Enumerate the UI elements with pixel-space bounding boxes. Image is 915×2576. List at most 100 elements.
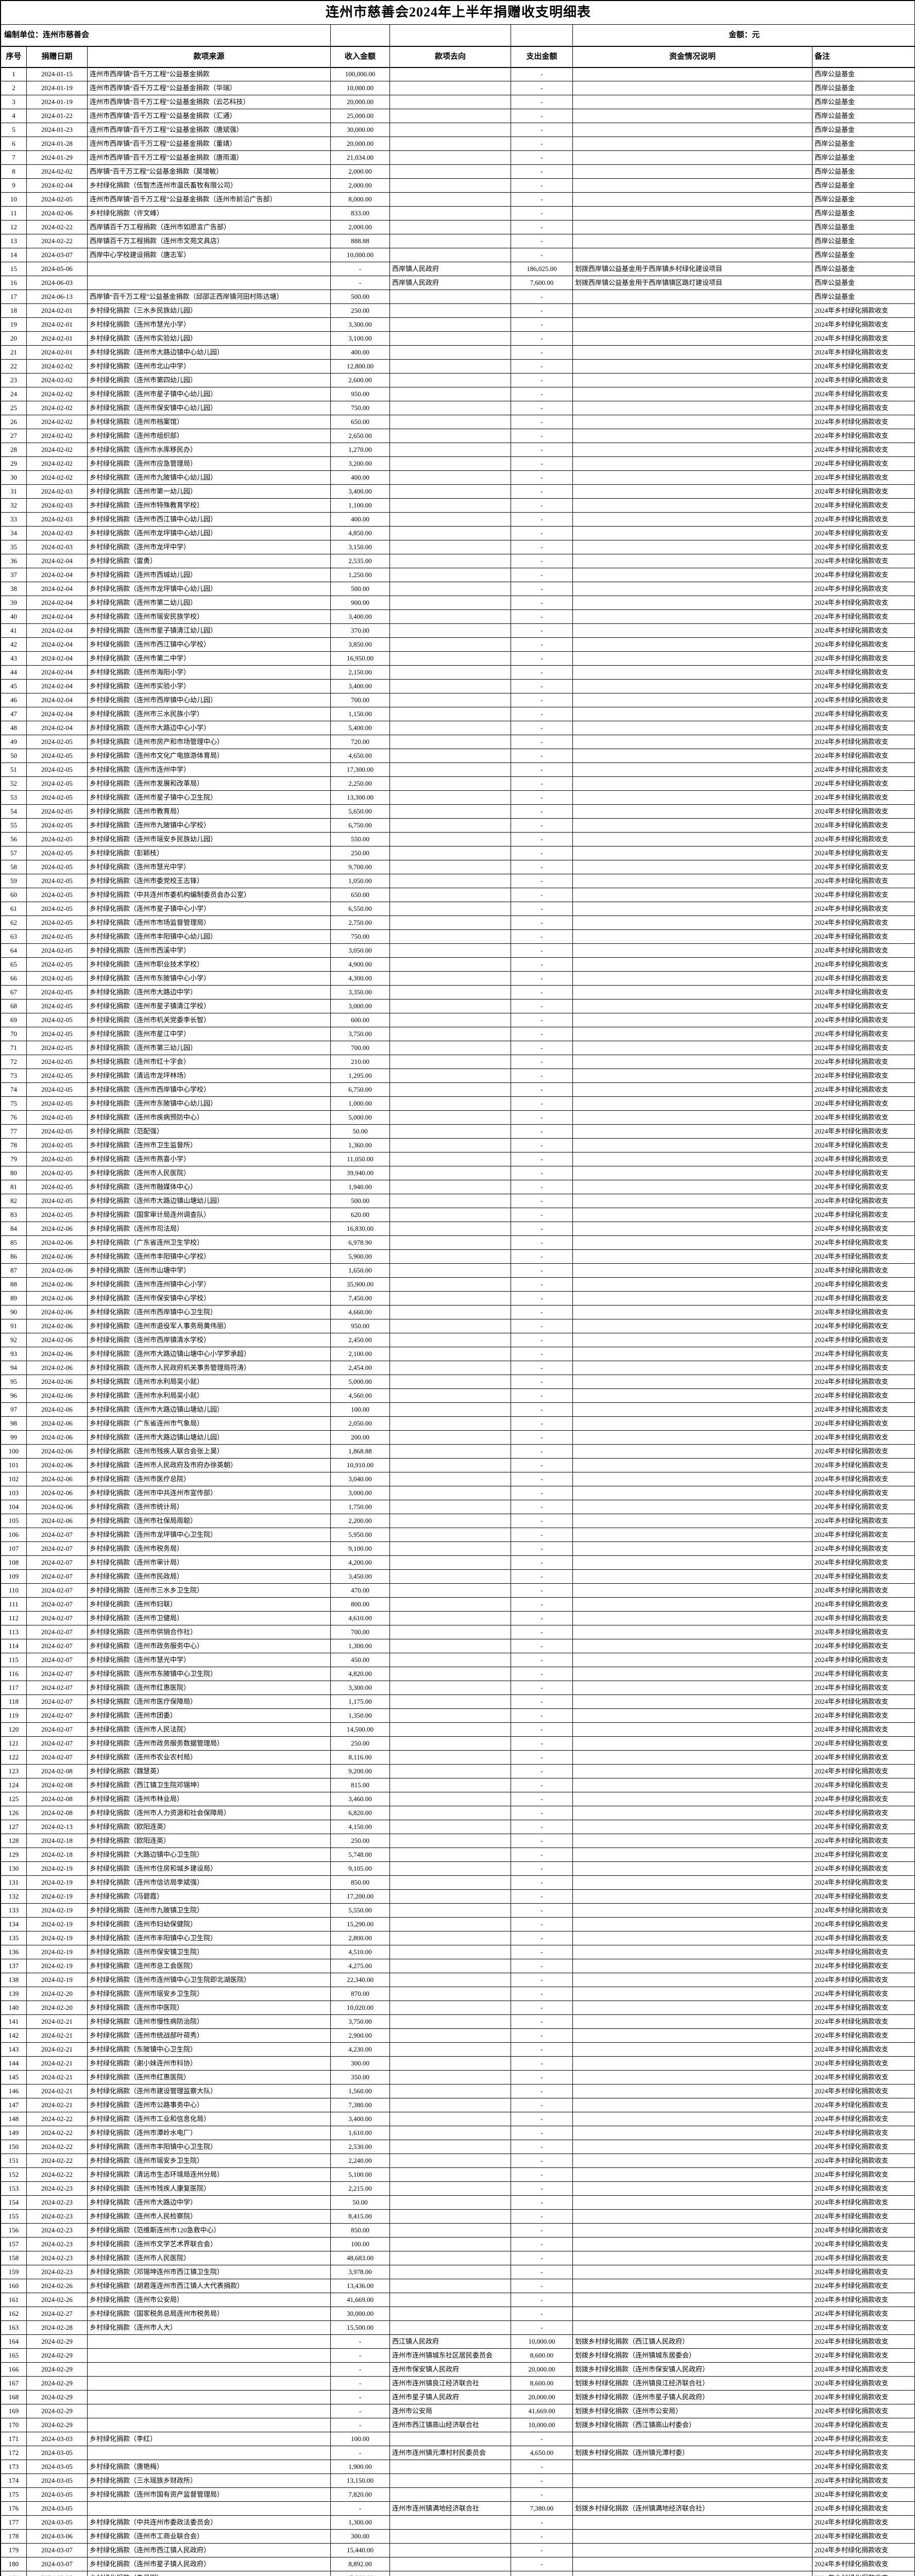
- cell-source: [87, 2404, 331, 2418]
- cell-income: 300.00: [330, 2056, 390, 2071]
- cell-date: 2024-02-29: [26, 2418, 88, 2432]
- cell-serial: 108: [1, 1555, 27, 1570]
- cell-serial: 85: [1, 1235, 27, 1250]
- cell-remark: 2024年乡村绿化捐款收支: [811, 2501, 915, 2516]
- cell-serial: 61: [1, 902, 27, 916]
- cell-serial: 55: [1, 818, 27, 833]
- cell-expense: -: [511, 1305, 573, 1319]
- cell-serial: 36: [1, 554, 27, 568]
- cell-source: 乡村绿化捐款（连州市西溪中学）: [87, 943, 331, 958]
- cell-expense: -: [511, 2515, 573, 2530]
- cell-destination: [389, 2515, 511, 2530]
- cell-income: 3,200.00: [330, 456, 390, 471]
- cell-remark: 西岸公益基金: [811, 206, 915, 221]
- cell-remark: 2024年乡村绿化捐款收支: [811, 1834, 915, 1848]
- cell-income: -: [330, 2501, 390, 2516]
- table-row: 76 2024-02-05 乡村绿化捐款（连州市疾病预防中心） 5,000.00-20…: [1, 1110, 915, 1125]
- cell-source: 乡村绿化捐款（连州市大路边中学）: [87, 985, 331, 999]
- table-row: 75 2024-02-05 乡村绿化捐款（连州市东陂镇中心幼儿园） 1,000.00-…: [1, 1096, 915, 1111]
- table-row: 69 2024-02-05 乡村绿化捐款（连州市机关党委李长智） 600.00-202…: [1, 1013, 915, 1027]
- cell-fund-note: [572, 1124, 812, 1139]
- cell-income: 10,000.00: [330, 81, 390, 95]
- cell-source: 乡村绿化捐款（连州市统战部叶荷秀）: [87, 2028, 331, 2043]
- cell-remark: 2024年乡村绿化捐款收支: [811, 1583, 915, 1598]
- table-row: 151 2024-02-22 乡村绿化捐款（连州市瑶安乡卫生院） 2,240.00-2…: [1, 2154, 915, 2168]
- cell-income: 250.00: [330, 846, 390, 860]
- cell-income: 2,750.00: [330, 916, 390, 930]
- cell-date: 2024-02-08: [26, 1806, 88, 1820]
- cell-destination: [389, 1514, 511, 1528]
- cell-destination: [389, 2237, 511, 2251]
- cell-destination: [389, 2557, 511, 2571]
- cell-income: 2,450.00: [330, 1333, 390, 1347]
- table-row: 13 2024-02-22 西岸镇百千万工程捐款（连州市文苑文具店） 888.88- 西…: [1, 234, 915, 248]
- cell-destination: [389, 2056, 511, 2071]
- cell-remark: 2024年乡村绿化捐款收支: [811, 1486, 915, 1500]
- cell-serial: 72: [1, 1055, 27, 1069]
- cell-remark: 2024年乡村绿化捐款收支: [811, 1611, 915, 1625]
- cell-destination: [389, 874, 511, 888]
- cell-expense: -: [511, 1055, 573, 1069]
- table-row: 109 2024-02-07 乡村绿化捐款（连州市民政局） 3,450.00-2024…: [1, 1569, 915, 1584]
- cell-serial: 22: [1, 359, 27, 374]
- cell-fund-note: [572, 1472, 812, 1486]
- cell-fund-note: [572, 317, 812, 332]
- cell-serial: 107: [1, 1541, 27, 1556]
- cell-fund-note: [572, 2557, 812, 2571]
- cell-income: 950.00: [330, 1319, 390, 1333]
- cell-expense: -: [511, 2084, 573, 2098]
- cell-source: 乡村绿化捐款（连州市教育局）: [87, 804, 331, 819]
- cell-date: 2024-02-13: [26, 1820, 88, 1834]
- cell-expense: -: [511, 178, 573, 193]
- table-row: 121 2024-02-07 乡村绿化捐款（连州市政务服务数据管理局） 250.00-…: [1, 1736, 915, 1751]
- cell-destination: [389, 1444, 511, 1459]
- cell-source: 乡村绿化捐款（大路边镇中心卫生院）: [87, 1848, 331, 1862]
- cell-source: 乡村绿化捐款（连州市建设管理监察大队）: [87, 2084, 331, 2098]
- table-row: 143 2024-02-21 乡村绿化捐款（东陂镇中心卫生院） 4,230.00-20…: [1, 2042, 915, 2057]
- cell-date: 2024-02-07: [26, 1736, 88, 1751]
- cell-source: 乡村绿化捐款（连州市龙坪镇中心幼儿园）: [87, 582, 331, 596]
- cell-income: 950.00: [330, 387, 390, 401]
- cell-remark: 2024年乡村绿化捐款收支: [811, 679, 915, 693]
- cell-expense: -: [511, 2070, 573, 2084]
- cell-source: 连州市西岸镇“百千万工程”公益基金捐款（云芯科技）: [87, 95, 331, 109]
- cell-fund-note: [572, 1180, 812, 1194]
- cell-serial: 44: [1, 665, 27, 680]
- cell-income: 3,400.00: [330, 679, 390, 693]
- cell-source: 乡村绿化捐款（连州市丰阳镇中心幼儿园）: [87, 929, 331, 944]
- table-row: 47 2024-02-04 乡村绿化捐款（连州市三水民族小学） 1,150.00-20…: [1, 707, 915, 721]
- cell-remark: 2024年乡村绿化捐款收支: [811, 2028, 915, 2043]
- cell-remark: 2024年乡村绿化捐款收支: [811, 1041, 915, 1055]
- cell-fund-note: [572, 1319, 812, 1333]
- cell-destination: [389, 1639, 511, 1653]
- cell-destination: [389, 443, 511, 457]
- cell-fund-note: [572, 1625, 812, 1639]
- cell-income: 5,950.00: [330, 1528, 390, 1542]
- cell-date: 2024-01-15: [26, 67, 88, 81]
- cell-income: 2,000.00: [330, 164, 390, 179]
- cell-destination: [389, 234, 511, 248]
- cell-income: 2,535.00: [330, 554, 390, 568]
- cell-destination: [389, 943, 511, 958]
- cell-date: 2024-02-07: [26, 1569, 88, 1584]
- cell-fund-note: [572, 2473, 812, 2488]
- cell-expense: -: [511, 1667, 573, 1681]
- col-header-expense: 支出金额: [511, 45, 573, 68]
- cell-expense: -: [511, 1917, 573, 1931]
- cell-fund-note: [572, 1388, 812, 1403]
- cell-income: -: [330, 2390, 390, 2404]
- cell-fund-note: [572, 498, 812, 513]
- cell-source: 乡村绿化捐款（连州市东陂镇中心卫生院）: [87, 1667, 331, 1681]
- cell-fund-note: [572, 164, 812, 179]
- cell-expense: -: [511, 1959, 573, 1973]
- cell-date: 2024-02-22: [26, 2126, 88, 2140]
- cell-expense: -: [511, 2473, 573, 2488]
- cell-destination: [389, 818, 511, 833]
- cell-fund-note: [572, 137, 812, 151]
- table-head-static: 连州市慈善会2024年上半年捐赠收支明细表 编制单位：连州市慈善会 金额：元 序…: [0, 1, 915, 68]
- cell-destination: [389, 345, 511, 360]
- cell-income: 3,150.00: [330, 540, 390, 554]
- cell-expense: -: [511, 2487, 573, 2502]
- cell-source: 乡村绿化捐款（连州市农业农村局）: [87, 1750, 331, 1765]
- cell-destination: [389, 985, 511, 999]
